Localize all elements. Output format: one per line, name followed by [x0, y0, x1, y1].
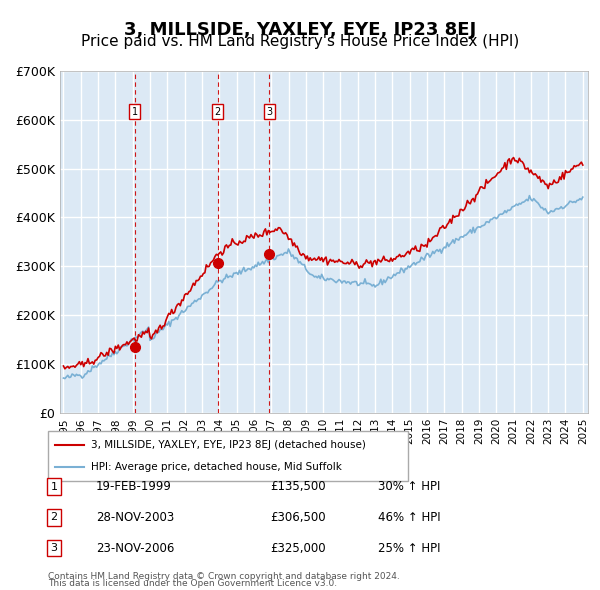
Text: £306,500: £306,500 [270, 511, 326, 524]
Text: 1: 1 [132, 107, 138, 117]
Text: 3: 3 [50, 543, 58, 553]
Text: 23-NOV-2006: 23-NOV-2006 [96, 542, 175, 555]
Text: £325,000: £325,000 [270, 542, 326, 555]
Text: 3: 3 [266, 107, 272, 117]
Text: 3, MILLSIDE, YAXLEY, EYE, IP23 8EJ (detached house): 3, MILLSIDE, YAXLEY, EYE, IP23 8EJ (deta… [91, 440, 366, 450]
Text: 1: 1 [50, 482, 58, 491]
Text: 30% ↑ HPI: 30% ↑ HPI [378, 480, 440, 493]
Text: This data is licensed under the Open Government Licence v3.0.: This data is licensed under the Open Gov… [48, 579, 337, 588]
Text: 3, MILLSIDE, YAXLEY, EYE, IP23 8EJ: 3, MILLSIDE, YAXLEY, EYE, IP23 8EJ [124, 21, 476, 39]
Text: 46% ↑ HPI: 46% ↑ HPI [378, 511, 440, 524]
Text: 19-FEB-1999: 19-FEB-1999 [96, 480, 172, 493]
FancyBboxPatch shape [48, 431, 408, 481]
Text: 25% ↑ HPI: 25% ↑ HPI [378, 542, 440, 555]
Text: HPI: Average price, detached house, Mid Suffolk: HPI: Average price, detached house, Mid … [91, 462, 342, 472]
Text: Price paid vs. HM Land Registry's House Price Index (HPI): Price paid vs. HM Land Registry's House … [81, 34, 519, 49]
Text: 2: 2 [50, 513, 58, 522]
Text: 28-NOV-2003: 28-NOV-2003 [96, 511, 174, 524]
Text: £135,500: £135,500 [270, 480, 326, 493]
Text: Contains HM Land Registry data © Crown copyright and database right 2024.: Contains HM Land Registry data © Crown c… [48, 572, 400, 581]
Text: 2: 2 [215, 107, 221, 117]
